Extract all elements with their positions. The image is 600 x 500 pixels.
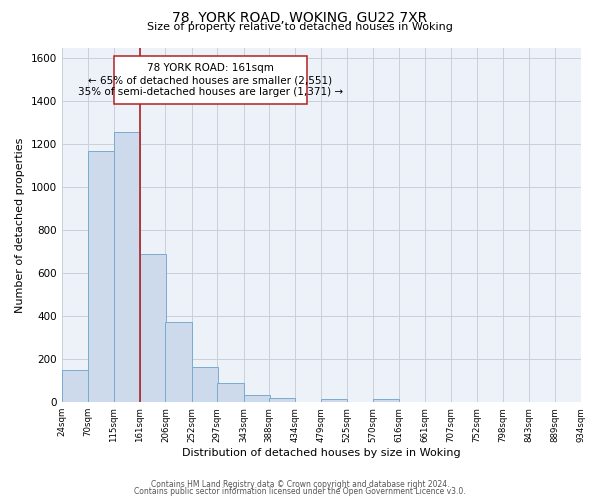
X-axis label: Distribution of detached houses by size in Woking: Distribution of detached houses by size … bbox=[182, 448, 460, 458]
Text: Contains HM Land Registry data © Crown copyright and database right 2024.: Contains HM Land Registry data © Crown c… bbox=[151, 480, 449, 489]
Bar bbox=[269, 398, 295, 402]
Text: Size of property relative to detached houses in Woking: Size of property relative to detached ho… bbox=[147, 22, 453, 32]
Bar bbox=[191, 366, 218, 402]
Y-axis label: Number of detached properties: Number of detached properties bbox=[15, 137, 25, 312]
Bar bbox=[140, 254, 166, 402]
Bar bbox=[113, 132, 140, 402]
Bar bbox=[321, 399, 347, 402]
Text: ← 65% of detached houses are smaller (2,551): ← 65% of detached houses are smaller (2,… bbox=[88, 76, 332, 86]
Bar bbox=[88, 150, 114, 402]
Text: Contains public sector information licensed under the Open Government Licence v3: Contains public sector information licen… bbox=[134, 487, 466, 496]
Text: 78 YORK ROAD: 161sqm: 78 YORK ROAD: 161sqm bbox=[147, 63, 274, 73]
Text: 35% of semi-detached houses are larger (1,371) →: 35% of semi-detached houses are larger (… bbox=[78, 88, 343, 98]
Bar bbox=[166, 322, 191, 402]
Bar bbox=[244, 394, 270, 402]
FancyBboxPatch shape bbox=[113, 56, 307, 104]
Bar bbox=[217, 383, 244, 402]
Bar bbox=[62, 370, 88, 402]
Bar bbox=[373, 399, 399, 402]
Text: 78, YORK ROAD, WOKING, GU22 7XR: 78, YORK ROAD, WOKING, GU22 7XR bbox=[172, 11, 428, 25]
